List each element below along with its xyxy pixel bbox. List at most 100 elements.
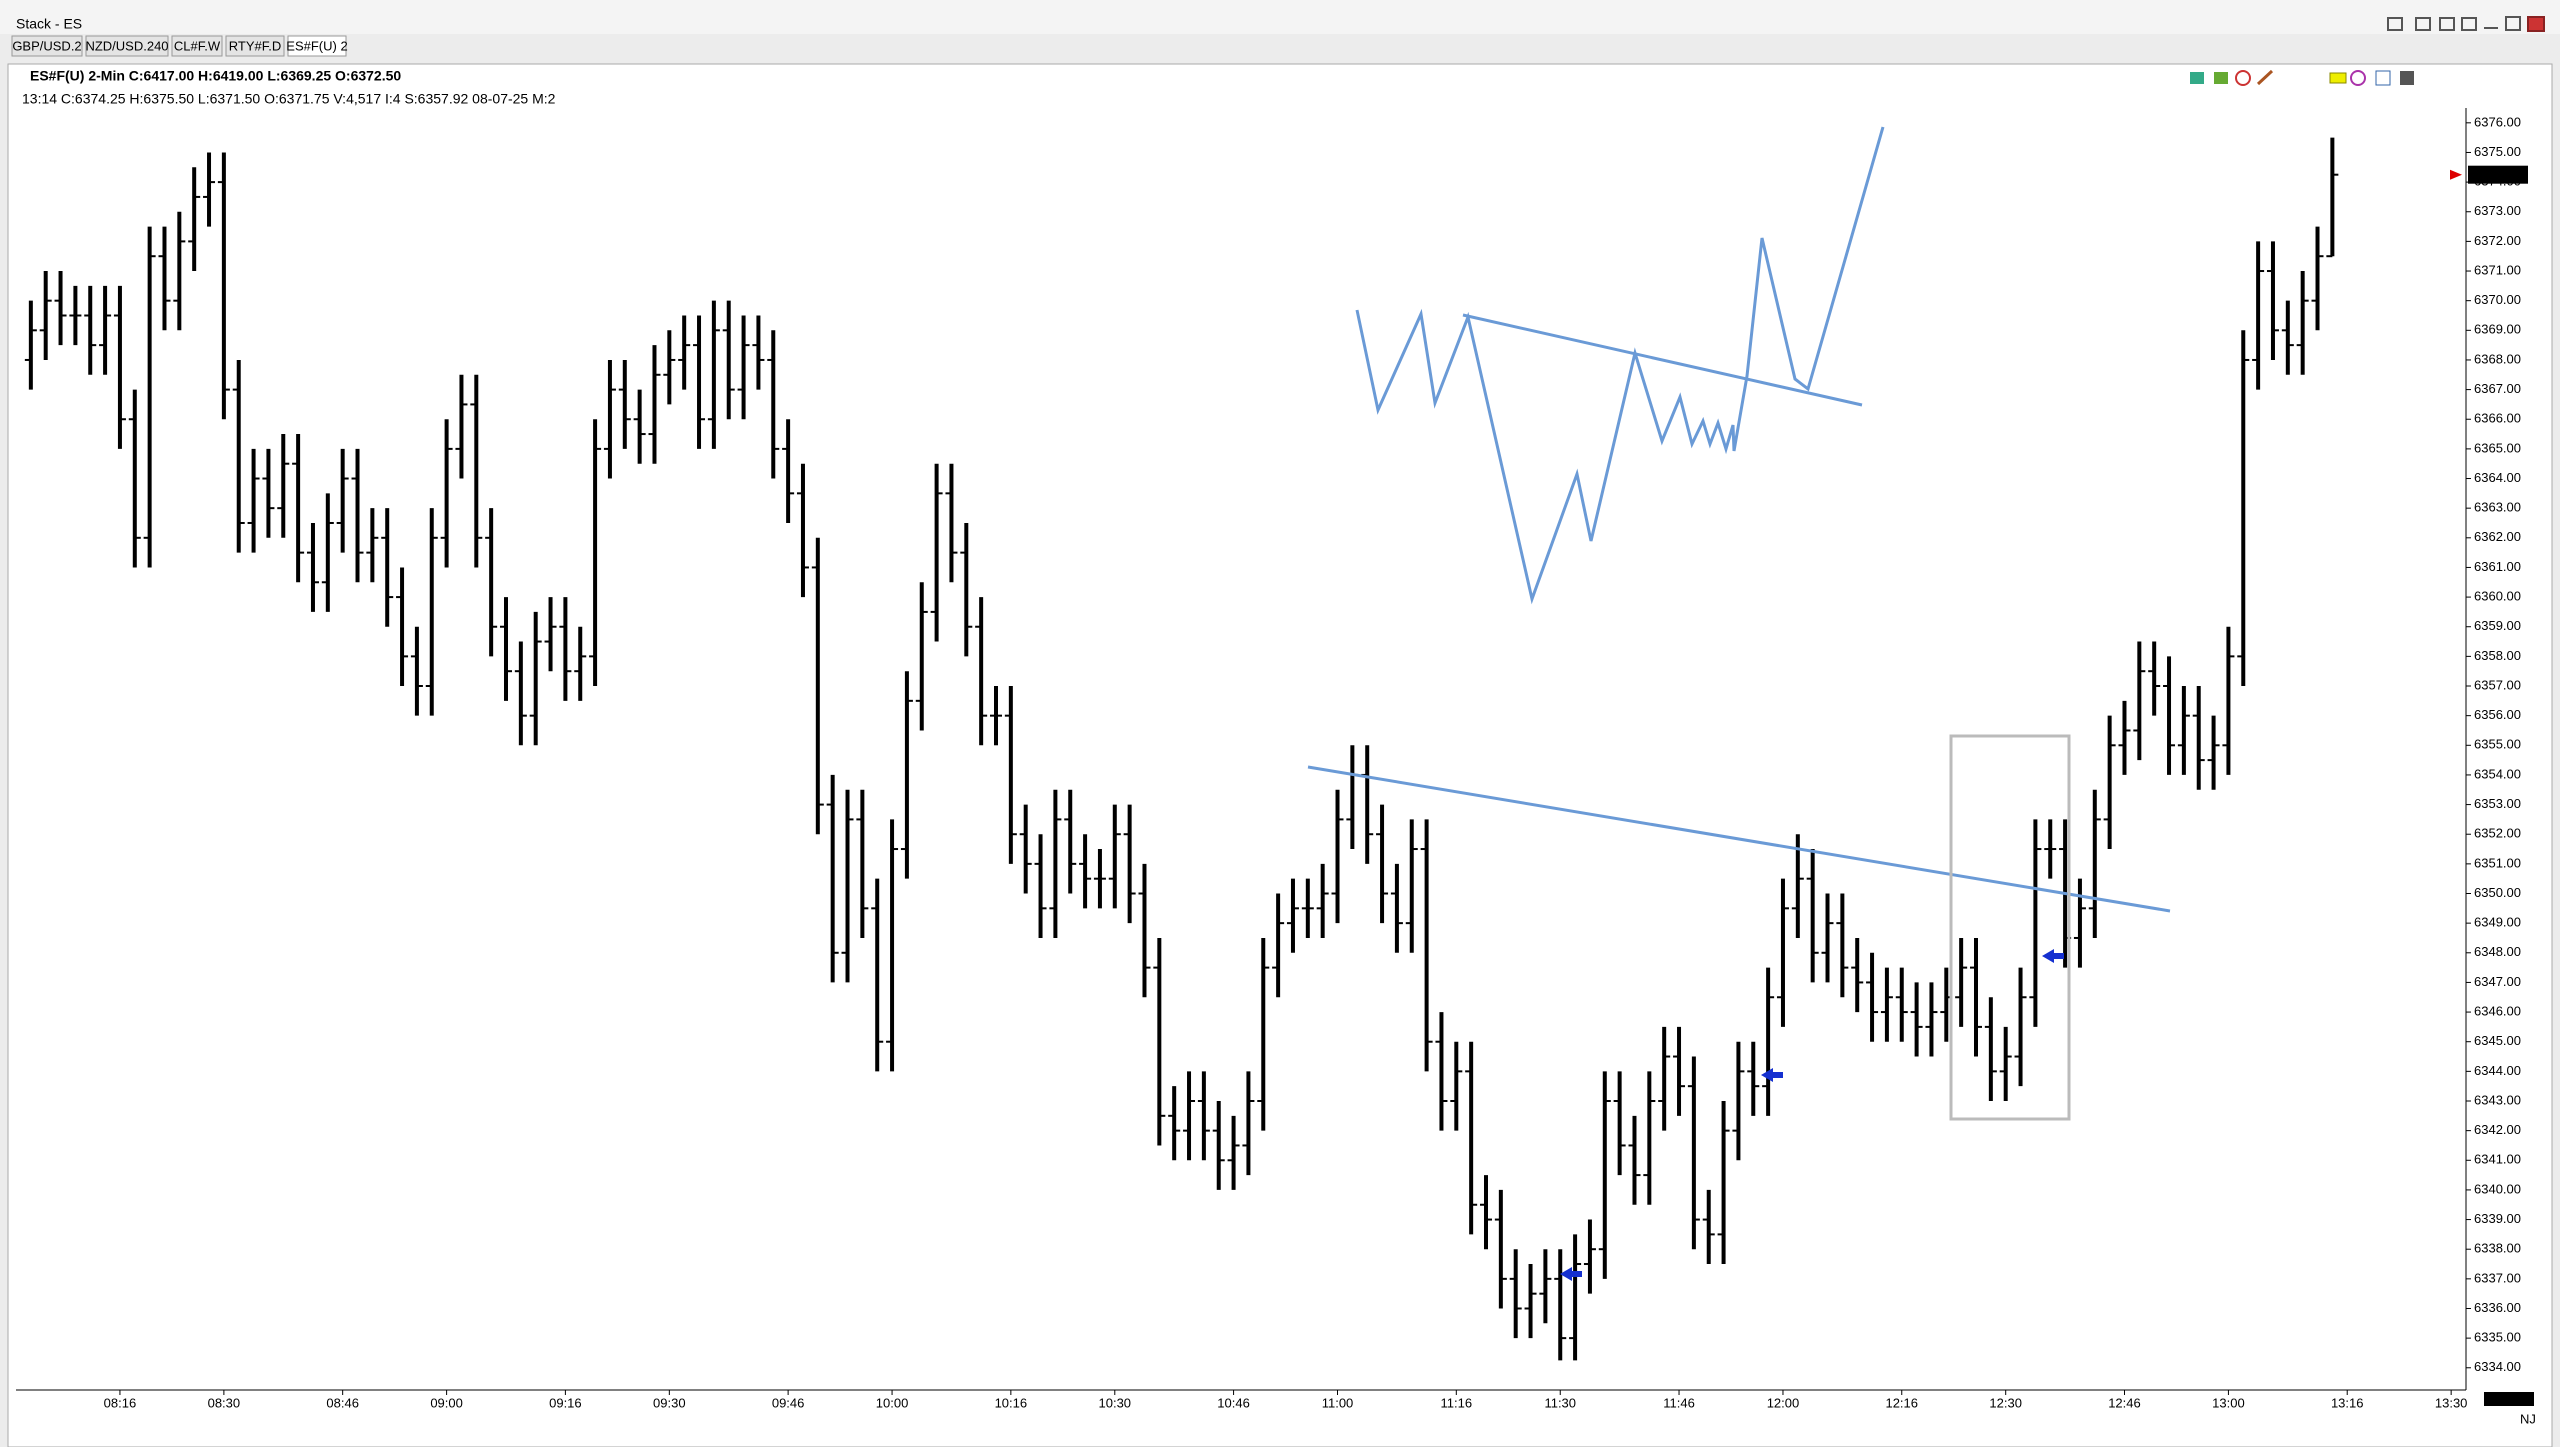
y-tick-label: 6339.00 [2474,1211,2521,1226]
x-tick-label: 11:00 [1322,1395,1354,1410]
y-tick-label: 6366.00 [2474,411,2521,426]
tab[interactable] [225,35,285,57]
highlight-box [1949,734,2071,1121]
tool[interactable] [2375,70,2391,86]
x-tick-label: 10:16 [995,1395,1028,1410]
tool[interactable] [2350,70,2366,86]
tab-label[interactable]: CL#F.W [174,38,221,53]
pattern-sketch [1355,126,1885,605]
y-tick-label: 6360.00 [2474,589,2521,604]
y-tick-label: 6345.00 [2474,1033,2521,1048]
x-tick-label: 11:16 [1441,1395,1473,1410]
x-tick-label: 09:16 [549,1395,582,1410]
tool[interactable] [2400,71,2414,85]
signal-arrows [1560,949,2064,1281]
y-tick-label: 6350.00 [2474,885,2521,900]
y-tick-label: 6352.00 [2474,826,2521,841]
y-tick-label: 6371.00 [2474,262,2521,277]
btn-max[interactable] [2505,16,2521,31]
bar-info: 13:14 C:6374.25 H:6375.50 L:6371.50 O:63… [22,91,556,107]
y-tick-label: 6367.00 [2474,381,2521,396]
tool[interactable] [2214,72,2228,84]
y-tick-label: 6375.00 [2474,144,2521,159]
btn[interactable] [2439,17,2455,31]
y-tick-label: 6362.00 [2474,529,2521,544]
x-tick-label: 09:00 [430,1395,463,1410]
x-tick-label: 12:30 [1989,1395,2022,1410]
tool[interactable] [2235,70,2251,86]
last-price-label: 6374.25 [2472,166,2519,181]
x-tick-label: 13:16 [2331,1395,2364,1410]
tab[interactable] [85,35,169,57]
x-tick-label: 11:30 [1544,1395,1576,1410]
y-tick-label: 6343.00 [2474,1092,2521,1107]
y-tick-label: 6356.00 [2474,707,2521,722]
trendline [1307,765,2171,913]
title-bar [0,0,2560,34]
tool[interactable] [2190,72,2204,84]
trendline [1462,313,1863,407]
y-tick-label: 6357.00 [2474,677,2521,692]
tab-label[interactable]: RTY#F.D [229,38,282,53]
y-tick-label: 6369.00 [2474,322,2521,337]
tab-label[interactable]: GBP/USD.2 [12,38,81,53]
y-tick-label: 6344.00 [2474,1063,2521,1078]
x-tick-label: 08:30 [208,1395,241,1410]
tab[interactable] [287,35,347,57]
toolbar[interactable] [2190,69,2414,86]
btn-close[interactable] [2527,16,2545,32]
tabs: GBP/USD.2 NZD/USD.240 CL#F.W RTY#F.D ES#F(U)… [11,35,348,57]
arrow [2042,949,2064,963]
y-tick-label: 6365.00 [2474,440,2521,455]
y-tick-label: 6338.00 [2474,1241,2521,1256]
y-tick-label: 6347.00 [2474,974,2521,989]
y-tick-label: 6373.00 [2474,203,2521,218]
y-tick-label: 6349.00 [2474,915,2521,930]
y-tick-label: 6348.00 [2474,944,2521,959]
tab[interactable] [171,35,223,57]
y-tick-label: 6372.00 [2474,233,2521,248]
x-tick-label: 09:30 [653,1395,686,1410]
tab[interactable] [11,35,83,57]
y-tick-label: 6364.00 [2474,470,2521,485]
info-line: ES#F(U) 2-Min C:6417.00 H:6419.00 L:6369… [30,68,401,84]
btn[interactable] [2415,17,2431,31]
y-tick-label: 6335.00 [2474,1330,2521,1345]
y-tick-label: 6341.00 [2474,1152,2521,1167]
drawings [1307,126,2171,1121]
tool[interactable] [2256,69,2274,86]
chart-panel [7,63,2553,1447]
y-tick-label: 6337.00 [2474,1270,2521,1285]
y-tick-label: 6359.00 [2474,618,2521,633]
x-tick-label: 12:46 [2108,1395,2141,1410]
last-price-arrow [2450,169,2462,180]
btn[interactable] [2461,17,2477,31]
x-tick-label: 12:00 [1767,1395,1800,1410]
x-tick-label: 10:30 [1099,1395,1132,1410]
x-tick-label: 08:16 [104,1395,137,1410]
y-tick-label: 6368.00 [2474,351,2521,366]
y-tick-label: 6334.00 [2474,1359,2521,1374]
y-tick-label: 6376.00 [2474,114,2521,129]
y-tick-label: 6346.00 [2474,1004,2521,1019]
y-tick-label: 6351.00 [2474,855,2521,870]
x-tick-label: 09:46 [772,1395,805,1410]
tab-label[interactable]: ES#F(U) 2 [286,38,347,53]
window-title: Stack - ES [16,16,82,32]
tab-label[interactable]: NZD/USD.240 [85,38,168,53]
y-tick-label: 6370.00 [2474,292,2521,307]
y-tick-label: 6342.00 [2474,1122,2521,1137]
x-tick-label: 10:00 [876,1395,909,1410]
tool[interactable] [2329,72,2347,84]
plot: 6334.00 6335.00 6336.00 6337.00 6338.00 6339.… [24,114,2528,1410]
corner-label: NJ [2520,1411,2536,1426]
y-tick-label: 6363.00 [2474,500,2521,515]
y-tick-label: 6355.00 [2474,737,2521,752]
x-tick-label: 13:30 [2435,1395,2468,1410]
btn[interactable] [2387,17,2403,31]
x-tick-label: 08:46 [326,1395,359,1410]
window-buttons[interactable] [2387,16,2545,32]
scale-bar [2484,1392,2534,1406]
